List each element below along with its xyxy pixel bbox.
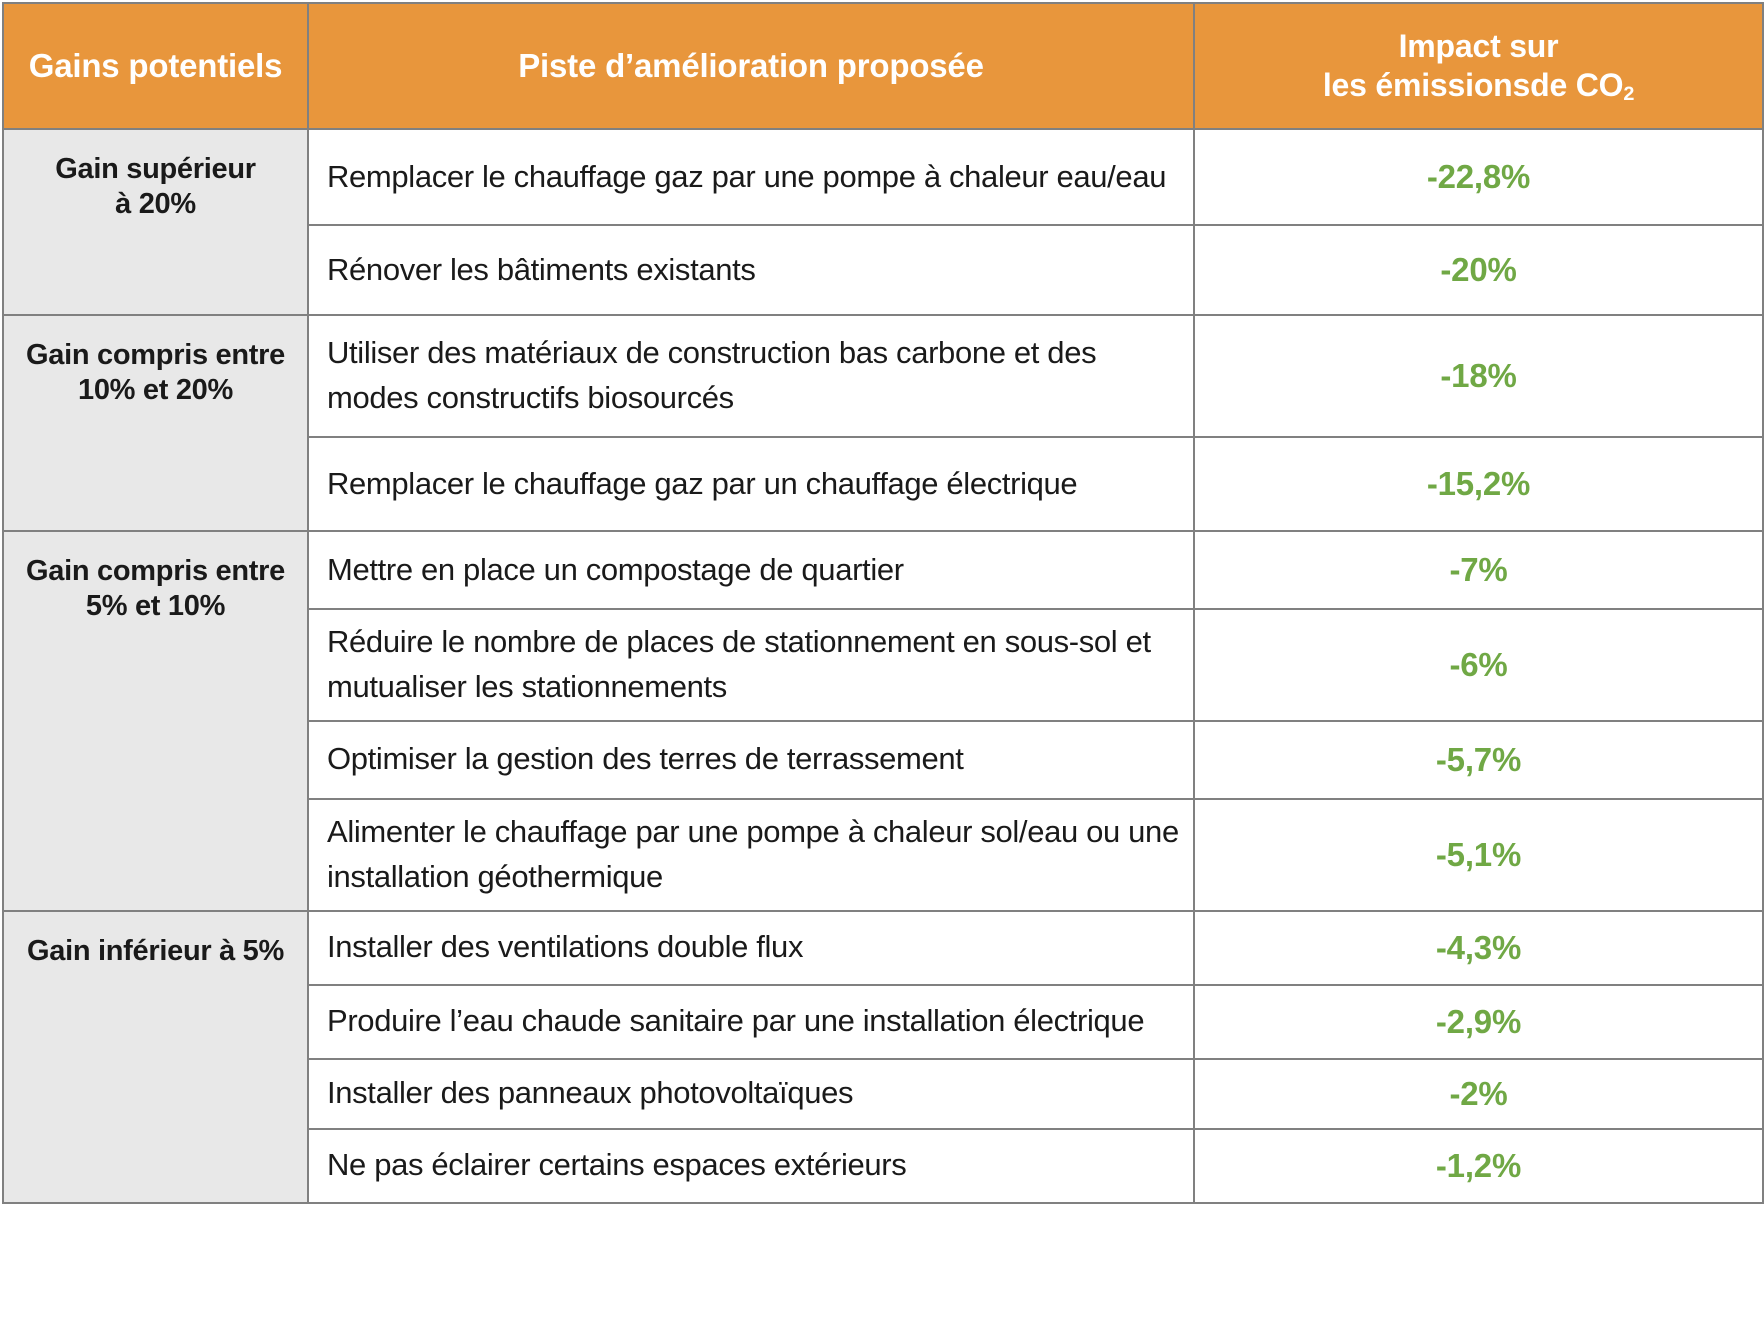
measure-cell: Installer des ventilations double flux bbox=[307, 909, 1195, 986]
impact-value-cell: -18% bbox=[1193, 314, 1764, 438]
group-label-line1: Gain supérieur bbox=[55, 153, 256, 185]
impact-value-cell: -15,2% bbox=[1193, 436, 1764, 532]
table-row: Gain inférieur à 5% Installer des ventila… bbox=[2, 909, 1764, 1204]
measure-cell: Ne pas éclairer certains espaces extérie… bbox=[307, 1127, 1195, 1204]
impact-value-cell: -4,3% bbox=[1193, 909, 1764, 986]
header-impact-line2-text: les émissionsde CO bbox=[1322, 67, 1624, 103]
group-label-line1: Gain inférieur à 5% bbox=[27, 934, 284, 967]
impact-value-cell: -1,2% bbox=[1193, 1127, 1764, 1204]
group-label-line1: Gain compris entre bbox=[26, 555, 285, 587]
measure-cell: Produire l’eau chaude sanitaire par une … bbox=[307, 983, 1195, 1060]
header-cell-gains-potentiels: Gains potentiels bbox=[2, 2, 309, 130]
group-label-cell: Gain compris entre 5% et 10% bbox=[2, 530, 309, 912]
table-row: Gain compris entre 5% et 10% Mettre en pla… bbox=[2, 530, 1764, 912]
table-row: Rénover les bâtiments existants -20% bbox=[3, 224, 1764, 316]
measure-cell: Réduire le nombre de places de stationne… bbox=[307, 608, 1195, 722]
table-row: Optimiser la gestion des terres de terra… bbox=[3, 719, 1764, 800]
header-impact-line1: Impact sur bbox=[1398, 27, 1559, 64]
measure-cell: Utiliser des matériaux de construction b… bbox=[307, 314, 1195, 438]
table-row: Réduire le nombre de places de stationne… bbox=[3, 608, 1764, 722]
measure-cell: Remplacer le chauffage gaz par un chauff… bbox=[307, 436, 1195, 532]
group-label-line2: 5% et 10% bbox=[85, 590, 226, 623]
table-row: Gain compris entre 10% et 20% Utiliser des… bbox=[2, 314, 1764, 532]
table-row: Remplacer le chauffage gaz par un chauff… bbox=[3, 436, 1764, 532]
header-row: Gains potentiels Piste d’amélioration pr… bbox=[2, 2, 1764, 130]
impact-value-cell: -2,9% bbox=[1193, 983, 1764, 1060]
table-row: Ne pas éclairer certains espaces extérie… bbox=[3, 1127, 1764, 1204]
group-label-line1: Gain compris entre bbox=[26, 339, 285, 371]
table-header: Gains potentiels Piste d’amélioration pr… bbox=[2, 2, 1764, 130]
measure-cell: Alimenter le chauffage par une pompe à c… bbox=[307, 797, 1195, 912]
group-label-line2: 10% et 20% bbox=[78, 374, 233, 407]
table-body: Gain supérieur à 20% Remplacer le chauffag… bbox=[2, 128, 1764, 1204]
table-row: Gain supérieur à 20% Remplacer le chauffag… bbox=[2, 128, 1764, 316]
table-row: Installer des panneaux photovoltaïques -2… bbox=[3, 1057, 1764, 1130]
header-cell-impact-co2: Impact sur les émissionsde CO2 bbox=[1193, 2, 1764, 130]
measure-cell: Installer des panneaux photovoltaïques bbox=[307, 1057, 1195, 1130]
co2-subscript: 2 bbox=[1623, 83, 1635, 105]
header-cell-piste-amelioration: Piste d’amélioration proposée bbox=[307, 2, 1195, 130]
group-label-cell: Gain compris entre 10% et 20% bbox=[2, 314, 309, 532]
group-label-line2: à 20% bbox=[115, 188, 196, 221]
impact-value-cell: -22,8% bbox=[1193, 128, 1764, 226]
group-label-cell: Gain supérieur à 20% bbox=[2, 128, 309, 316]
impact-value-cell: -5,7% bbox=[1193, 719, 1764, 800]
impact-value-cell: -6% bbox=[1193, 608, 1764, 722]
measure-cell: Optimiser la gestion des terres de terra… bbox=[307, 719, 1195, 800]
impact-value-cell: -2% bbox=[1193, 1057, 1764, 1130]
group-label-cell: Gain inférieur à 5% bbox=[2, 909, 309, 1204]
measure-cell: Mettre en place un compostage de quartie… bbox=[307, 530, 1195, 610]
impact-value-cell: -7% bbox=[1193, 530, 1764, 610]
measure-cell: Rénover les bâtiments existants bbox=[307, 224, 1195, 316]
table-row: Produire l’eau chaude sanitaire par une … bbox=[3, 983, 1764, 1060]
measure-cell: Remplacer le chauffage gaz par une pompe… bbox=[307, 128, 1195, 226]
table-row: Alimenter le chauffage par une pompe à c… bbox=[3, 797, 1764, 912]
impact-value-cell: -20% bbox=[1193, 224, 1764, 316]
impact-value-cell: -5,1% bbox=[1193, 797, 1764, 912]
header-impact-line2: les émissionsde CO2 bbox=[1203, 66, 1754, 105]
co2-impact-table: Gains potentiels Piste d’amélioration pr… bbox=[2, 2, 1764, 1204]
